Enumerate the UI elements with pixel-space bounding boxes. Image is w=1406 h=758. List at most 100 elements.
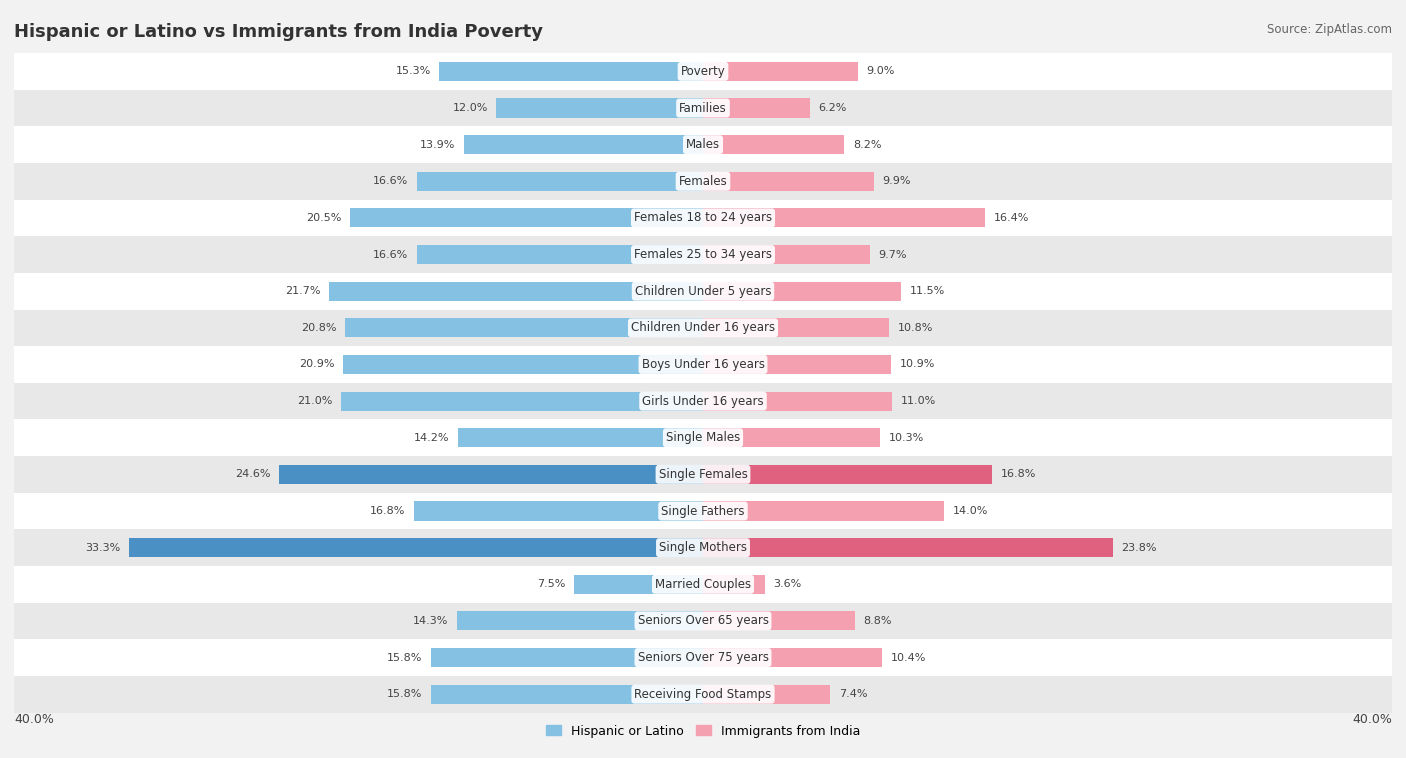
- Text: 20.9%: 20.9%: [299, 359, 335, 369]
- Text: Females 18 to 24 years: Females 18 to 24 years: [634, 211, 772, 224]
- Text: Girls Under 16 years: Girls Under 16 years: [643, 395, 763, 408]
- Text: 12.0%: 12.0%: [453, 103, 488, 113]
- Text: Females: Females: [679, 175, 727, 188]
- Text: 14.2%: 14.2%: [415, 433, 450, 443]
- Bar: [703, 282, 901, 301]
- Text: 20.5%: 20.5%: [307, 213, 342, 223]
- Text: 16.6%: 16.6%: [373, 249, 409, 259]
- Text: Children Under 5 years: Children Under 5 years: [634, 285, 772, 298]
- Bar: [14, 89, 1392, 127]
- Text: 14.3%: 14.3%: [413, 616, 449, 626]
- Text: 14.0%: 14.0%: [953, 506, 988, 516]
- Bar: [703, 538, 1114, 557]
- Bar: [703, 355, 891, 374]
- Bar: [430, 648, 703, 667]
- Bar: [14, 163, 1392, 199]
- Text: 10.4%: 10.4%: [891, 653, 927, 662]
- Text: 10.3%: 10.3%: [889, 433, 924, 443]
- Text: 23.8%: 23.8%: [1122, 543, 1157, 553]
- Text: 9.9%: 9.9%: [882, 177, 911, 186]
- Bar: [14, 383, 1392, 419]
- Text: 15.3%: 15.3%: [395, 67, 430, 77]
- Bar: [703, 392, 893, 411]
- Bar: [14, 309, 1392, 346]
- Text: 16.4%: 16.4%: [994, 213, 1029, 223]
- Bar: [14, 676, 1392, 713]
- Bar: [14, 419, 1392, 456]
- Text: Single Fathers: Single Fathers: [661, 505, 745, 518]
- Text: 8.8%: 8.8%: [863, 616, 891, 626]
- Text: Single Mothers: Single Mothers: [659, 541, 747, 554]
- Bar: [430, 684, 703, 703]
- Text: Children Under 16 years: Children Under 16 years: [631, 321, 775, 334]
- Text: 15.8%: 15.8%: [387, 689, 422, 699]
- Text: 9.0%: 9.0%: [866, 67, 896, 77]
- Bar: [703, 99, 810, 117]
- Text: 33.3%: 33.3%: [86, 543, 121, 553]
- Text: 6.2%: 6.2%: [818, 103, 846, 113]
- Text: 40.0%: 40.0%: [14, 713, 53, 726]
- Text: 20.8%: 20.8%: [301, 323, 336, 333]
- Text: 3.6%: 3.6%: [773, 579, 801, 589]
- Text: 10.8%: 10.8%: [897, 323, 934, 333]
- Bar: [329, 282, 703, 301]
- Bar: [344, 318, 703, 337]
- Bar: [703, 465, 993, 484]
- Bar: [14, 493, 1392, 529]
- Text: Seniors Over 65 years: Seniors Over 65 years: [637, 615, 769, 628]
- Text: Married Couples: Married Couples: [655, 578, 751, 590]
- Bar: [703, 62, 858, 81]
- Text: 11.5%: 11.5%: [910, 287, 945, 296]
- Text: Hispanic or Latino vs Immigrants from India Poverty: Hispanic or Latino vs Immigrants from In…: [14, 23, 543, 41]
- Text: Poverty: Poverty: [681, 65, 725, 78]
- Text: 13.9%: 13.9%: [419, 139, 456, 149]
- Bar: [14, 639, 1392, 676]
- Bar: [350, 208, 703, 227]
- Bar: [703, 575, 765, 594]
- Bar: [129, 538, 703, 557]
- Bar: [457, 612, 703, 631]
- Bar: [703, 612, 855, 631]
- Text: Females 25 to 34 years: Females 25 to 34 years: [634, 248, 772, 261]
- Bar: [703, 502, 945, 521]
- Bar: [14, 127, 1392, 163]
- Text: 16.8%: 16.8%: [1001, 469, 1036, 479]
- Text: Source: ZipAtlas.com: Source: ZipAtlas.com: [1267, 23, 1392, 36]
- Text: 16.8%: 16.8%: [370, 506, 405, 516]
- Text: 24.6%: 24.6%: [235, 469, 271, 479]
- Bar: [440, 62, 703, 81]
- Text: 7.4%: 7.4%: [839, 689, 868, 699]
- Bar: [14, 456, 1392, 493]
- Text: 16.6%: 16.6%: [373, 177, 409, 186]
- Bar: [14, 236, 1392, 273]
- Text: 10.9%: 10.9%: [900, 359, 935, 369]
- Bar: [418, 245, 703, 264]
- Text: 11.0%: 11.0%: [901, 396, 936, 406]
- Text: 40.0%: 40.0%: [1353, 713, 1392, 726]
- Text: 8.2%: 8.2%: [853, 139, 882, 149]
- Text: 9.7%: 9.7%: [879, 249, 907, 259]
- Bar: [14, 566, 1392, 603]
- Text: 15.8%: 15.8%: [387, 653, 422, 662]
- Text: Families: Families: [679, 102, 727, 114]
- Legend: Hispanic or Latino, Immigrants from India: Hispanic or Latino, Immigrants from Indi…: [541, 719, 865, 743]
- Bar: [703, 318, 889, 337]
- Bar: [14, 346, 1392, 383]
- Text: Males: Males: [686, 138, 720, 151]
- Bar: [703, 648, 882, 667]
- Bar: [14, 529, 1392, 566]
- Bar: [496, 99, 703, 117]
- Bar: [464, 135, 703, 154]
- Text: Single Males: Single Males: [666, 431, 740, 444]
- Bar: [703, 684, 831, 703]
- Bar: [14, 603, 1392, 639]
- Bar: [14, 273, 1392, 309]
- Bar: [703, 428, 880, 447]
- Bar: [703, 245, 870, 264]
- Text: Single Females: Single Females: [658, 468, 748, 481]
- Bar: [342, 392, 703, 411]
- Text: 21.0%: 21.0%: [297, 396, 333, 406]
- Text: Boys Under 16 years: Boys Under 16 years: [641, 358, 765, 371]
- Text: Receiving Food Stamps: Receiving Food Stamps: [634, 688, 772, 700]
- Bar: [703, 135, 844, 154]
